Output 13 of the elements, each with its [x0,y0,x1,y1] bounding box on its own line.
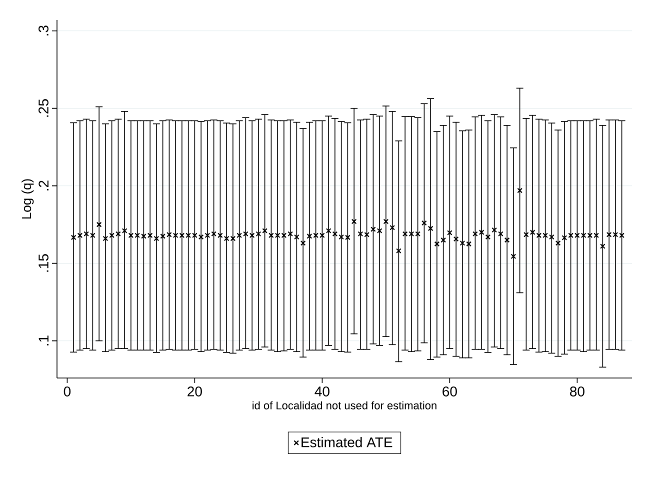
x-tick-label: 40 [314,386,330,396]
y-tick-label: .25 [38,99,48,117]
x-tick-label: 0 [64,386,71,396]
y-axis-title: Log (q) [22,179,34,219]
x-axis-title: id of Localidad not used for estimation [252,401,436,410]
legend-label: Estimated ATE [302,436,392,448]
y-tick-label: .15 [38,254,48,272]
y-tick-label: .3 [38,26,48,36]
y-tick-label: .1 [38,336,48,346]
x-tick-label: 80 [570,386,584,396]
x-tick-label: 60 [442,386,457,396]
y-tick-label: .2 [38,180,48,190]
x-tick-label: 20 [188,386,202,396]
